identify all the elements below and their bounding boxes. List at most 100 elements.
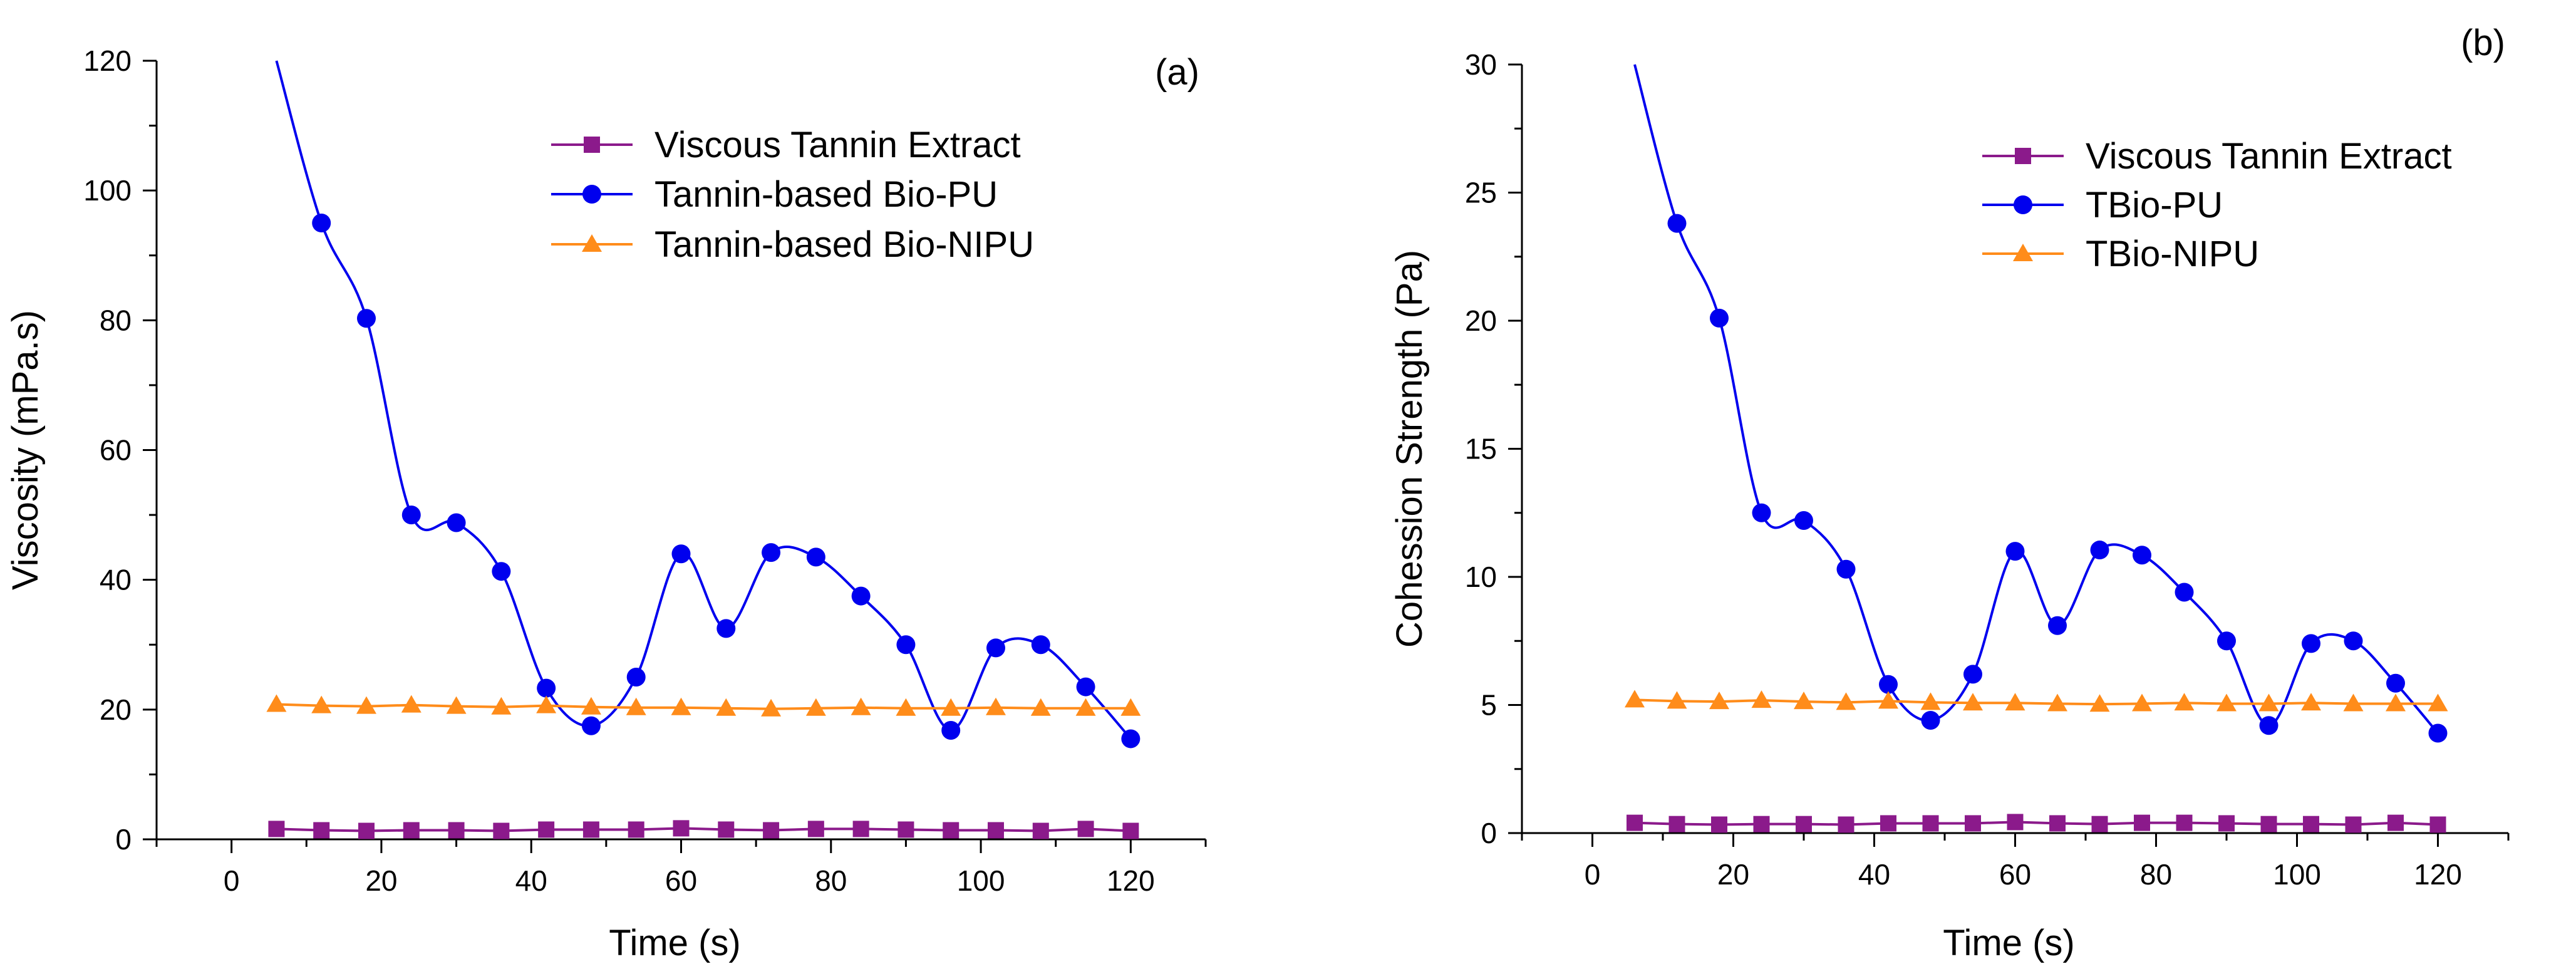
data-point — [1711, 816, 1727, 833]
data-point — [447, 513, 466, 532]
legend-marker — [584, 137, 600, 153]
data-point — [1836, 559, 1856, 579]
data-point — [1921, 711, 1940, 730]
data-point — [2343, 693, 2364, 712]
x-tick-label: 60 — [665, 864, 697, 897]
data-point — [401, 505, 421, 525]
data-point — [852, 821, 869, 837]
data-point — [1794, 692, 1814, 710]
data-point — [2091, 816, 2108, 832]
y-tick-label: 100 — [83, 174, 132, 207]
data-point — [311, 695, 332, 713]
series-tannin-based-bio-nipu — [266, 694, 1141, 717]
data-point — [538, 821, 555, 838]
data-point — [2301, 693, 2321, 711]
data-point — [403, 822, 420, 839]
data-point — [2302, 634, 2320, 653]
y-tick-label: 20 — [100, 693, 132, 726]
data-point — [1838, 816, 1854, 833]
data-point — [805, 698, 826, 716]
legend-label: TBio-NIPU — [2086, 234, 2259, 274]
y-axis-title: Cohession Strength (Pa) — [1389, 250, 1430, 648]
data-point — [2090, 541, 2109, 560]
legend-label: Viscous Tannin Extract — [654, 125, 1021, 165]
data-point — [1667, 691, 1687, 709]
legend-entry: Viscous Tannin Extract — [1982, 136, 2452, 177]
legend-label: Tannin-based Bio-NIPU — [654, 224, 1034, 265]
data-point — [2260, 816, 2277, 832]
data-point — [266, 694, 287, 712]
series-viscous-tannin-extract — [1627, 814, 2446, 833]
data-point — [1751, 690, 1772, 708]
y-tick-label: 0 — [1481, 817, 1497, 849]
data-point — [896, 635, 916, 655]
legend-entry: TBio-NIPU — [1982, 234, 2259, 274]
data-point — [1032, 822, 1049, 839]
panel-label: (b) — [2461, 23, 2505, 63]
data-point — [1963, 693, 1983, 711]
data-point — [1965, 815, 1981, 832]
data-point — [941, 720, 961, 740]
data-point — [718, 821, 735, 838]
data-point — [1625, 690, 1645, 708]
data-point — [2386, 693, 2406, 712]
data-point — [806, 547, 825, 567]
data-point — [1836, 692, 1856, 710]
data-point — [2134, 814, 2150, 831]
data-point — [2005, 542, 2025, 561]
data-point — [581, 697, 601, 715]
data-point — [1120, 698, 1141, 716]
data-point — [2218, 815, 2235, 832]
data-point — [2007, 814, 2024, 831]
legend-marker — [2015, 148, 2031, 164]
legend-entry: TBio-PU — [1982, 185, 2223, 225]
data-point — [851, 697, 871, 715]
data-point — [1710, 308, 1729, 328]
data-point — [2048, 616, 2067, 635]
data-point — [986, 638, 1005, 658]
data-point — [986, 697, 1006, 715]
series-line — [1633, 64, 2439, 734]
series-tannin-based-bio-pu — [275, 60, 1141, 749]
data-point — [2428, 693, 2448, 712]
data-point — [1963, 665, 1982, 684]
data-point — [2174, 693, 2195, 711]
data-point — [491, 697, 512, 715]
data-point — [2258, 693, 2279, 712]
data-point — [1031, 635, 1050, 655]
data-point — [2133, 546, 2151, 565]
y-tick-label: 80 — [100, 304, 132, 336]
legend-label: TBio-PU — [2086, 185, 2223, 225]
chart-panel-b: 0 20 40 60 80 100 120 0 5 10 15 20 25 30 Time (s) Cohes… — [1389, 23, 2510, 963]
data-point — [762, 543, 781, 562]
data-point — [673, 820, 690, 837]
x-tick-label: 80 — [2140, 858, 2172, 891]
data-point — [1668, 816, 1685, 832]
data-point — [2303, 816, 2319, 832]
data-point — [2429, 816, 2446, 833]
data-point — [1922, 815, 1939, 832]
x-tick-label: 100 — [957, 864, 1005, 897]
data-point — [896, 698, 916, 716]
data-point — [2176, 814, 2193, 831]
data-point — [493, 822, 510, 839]
x-tick-label: 0 — [1585, 858, 1601, 891]
data-point — [1030, 698, 1051, 716]
data-point — [716, 619, 736, 638]
series-viscous-tannin-extract — [268, 820, 1139, 839]
data-point — [2259, 716, 2279, 735]
data-point — [1752, 503, 1771, 522]
data-point — [2387, 814, 2404, 831]
data-point — [763, 822, 780, 839]
data-point — [581, 716, 601, 735]
y-tick-label: 5 — [1481, 689, 1497, 722]
data-point — [2386, 673, 2405, 693]
data-point — [1920, 692, 1941, 710]
data-point — [1878, 691, 1898, 709]
data-point — [1667, 214, 1687, 233]
data-point — [2175, 583, 2194, 602]
data-point — [2345, 816, 2362, 833]
data-point — [988, 822, 1004, 839]
data-point — [1075, 698, 1096, 716]
